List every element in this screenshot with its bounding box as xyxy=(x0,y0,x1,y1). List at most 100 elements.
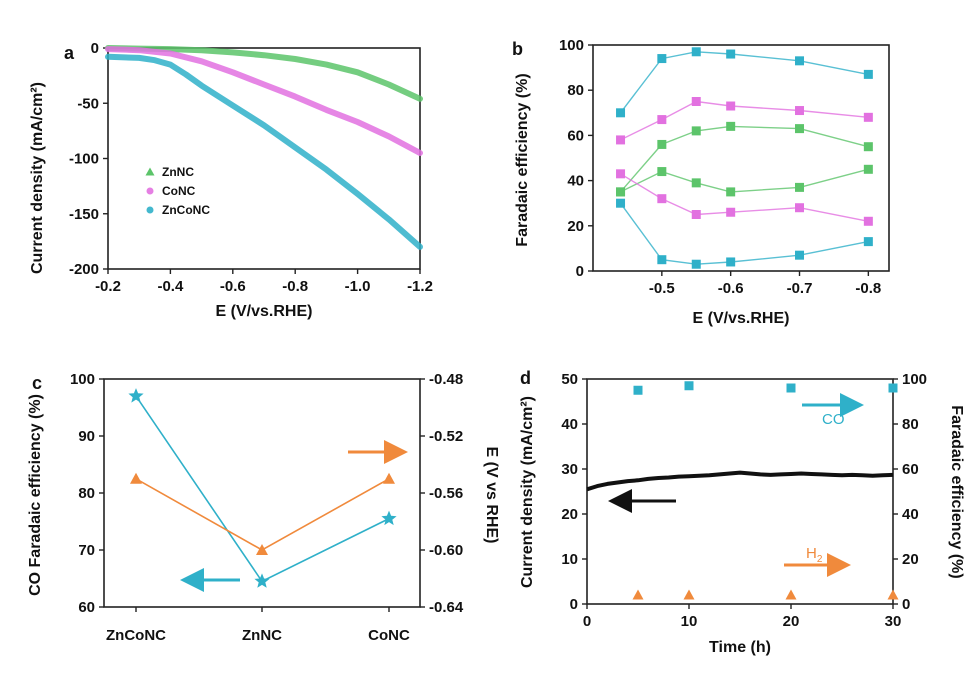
fe-point xyxy=(726,207,736,217)
panel-b-ytick-label: 20 xyxy=(567,218,584,235)
panel-c-ytick-label: -0.56 xyxy=(429,485,463,502)
panel-a-ytick-label: -50 xyxy=(77,95,99,112)
fe-point xyxy=(616,198,626,208)
fe-series-line-3 xyxy=(620,168,869,193)
panel-d-y2label: Faradaic efficiency (%) xyxy=(948,405,965,578)
panel-d-ytick-label: 30 xyxy=(561,461,578,478)
fe-point xyxy=(657,194,667,204)
fe-point xyxy=(726,121,736,131)
fe-square-marker xyxy=(786,383,796,393)
panel-label-c: c xyxy=(32,373,42,393)
panel-c-ylabel: CO Faradaic efficiency (%) xyxy=(27,394,44,596)
panel-d-xtick-label: 10 xyxy=(681,613,698,630)
legend-label-znnc: ZnNC xyxy=(162,165,194,179)
panel-a-xlabel: E (V/vs.RHE) xyxy=(216,303,313,320)
panel-d-frame xyxy=(586,378,894,605)
panel-a-ytick-label: -200 xyxy=(69,261,99,278)
fe-series-line-1 xyxy=(620,100,869,141)
panel-c-chart: ZnCoNC ZnNC CoNC 60 70 80 90 100 -0.48 -0.52 -0.… xyxy=(27,371,500,644)
panel-c-ytick-label: 100 xyxy=(70,371,95,388)
fe-point xyxy=(863,69,873,79)
fe-triangle-marker xyxy=(785,589,797,600)
panel-b-ytick-label: 40 xyxy=(567,173,584,190)
fe-point xyxy=(691,97,701,106)
panel-c-ytick-label: -0.64 xyxy=(429,599,464,616)
fe-point xyxy=(691,259,701,269)
panel-b-xlabel: E (V/vs.RHE) xyxy=(693,310,790,327)
panel-c-category-label: CoNC xyxy=(368,627,410,644)
fe-point xyxy=(726,49,736,59)
panel-c-star-marker xyxy=(128,388,144,403)
fe-point xyxy=(726,257,736,267)
legend-marker-znconc xyxy=(146,206,154,214)
panel-d-xtick-label: 30 xyxy=(885,613,902,630)
panel-c-ytick-label: 90 xyxy=(78,428,95,445)
panel-c-ytick-label: 80 xyxy=(78,485,95,502)
panel-a-xtick-label: -1.2 xyxy=(407,278,433,295)
panel-d-ytick-label: 20 xyxy=(902,551,919,568)
legend-label-znconc: ZnCoNC xyxy=(162,203,210,217)
series-line-conc xyxy=(105,46,423,156)
panel-b-ytick-label: 80 xyxy=(567,82,584,99)
panel-b-frame xyxy=(592,44,890,272)
series-line-znnc xyxy=(105,45,423,102)
panel-a-ylabel: Current density (mA/cm²) xyxy=(29,82,46,274)
fe-point xyxy=(691,126,701,136)
panel-b-ytick-label: 100 xyxy=(559,37,584,54)
panel-a-xtick-label: -0.2 xyxy=(95,278,121,295)
legend-marker-conc xyxy=(146,187,154,195)
fe-point xyxy=(616,108,626,118)
panel-d-ytick-label: 80 xyxy=(902,416,919,433)
panel-label-d: d xyxy=(520,368,531,388)
panel-label-a: a xyxy=(64,43,75,63)
fe-point xyxy=(863,112,873,122)
panel-d-xlabel: Time (h) xyxy=(709,639,771,656)
panel-b-xtick-label: -0.8 xyxy=(855,280,881,297)
fe-point xyxy=(657,255,667,265)
panel-b-ytick-label: 60 xyxy=(567,127,584,144)
panel-c-y2label: E (V vs RHE) xyxy=(483,447,500,544)
panel-c-ytick-label: 70 xyxy=(78,542,95,559)
fe-square-marker xyxy=(633,385,643,395)
panel-b-xtick-label: -0.5 xyxy=(649,280,675,297)
fe-point xyxy=(657,54,667,64)
panel-b-ytick-label: 0 xyxy=(576,263,584,280)
fe-point xyxy=(795,56,805,66)
panel-c-star-marker xyxy=(381,510,397,526)
panel-d-chart: 0 10 20 30 0 10 20 30 40 50 0 20 40 60 80 100 CO H2 T… xyxy=(519,371,965,656)
panel-d-ytick-label: 20 xyxy=(561,506,578,523)
panel-d-ytick-label: 50 xyxy=(561,371,578,388)
panel-d-h2-label: H2 xyxy=(806,545,823,565)
panel-a-ytick-label: -100 xyxy=(69,151,99,168)
fe-point xyxy=(657,115,667,125)
panel-c-triangle-marker xyxy=(383,472,395,484)
panel-c-category-label: ZnCoNC xyxy=(106,627,166,644)
fe-point xyxy=(616,187,626,197)
fe-point xyxy=(795,182,805,192)
panel-c-ytick-label: -0.60 xyxy=(429,542,463,559)
panel-d-ytick-label: 10 xyxy=(561,551,578,568)
panel-a-chart: -0.2 -0.4 -0.6 -0.8 -1.0 -1.2 0 -50 -100 -150 -20… xyxy=(29,40,433,320)
series-line-znconc xyxy=(105,53,423,250)
panel-b-ylabel: Faradaic efficiency (%) xyxy=(514,73,531,246)
panel-a-xtick-label: -0.4 xyxy=(157,278,184,295)
fe-point xyxy=(795,106,805,116)
panel-c-triangle-marker xyxy=(130,472,142,484)
fe-point xyxy=(795,250,805,260)
fe-square-marker xyxy=(684,381,694,391)
fe-point xyxy=(863,164,873,174)
fe-point xyxy=(657,139,667,149)
fe-series-line-0 xyxy=(619,51,869,114)
panel-d-ylabel: Current density (mA/cm²) xyxy=(519,396,536,588)
panel-a-xtick-label: -1.0 xyxy=(345,278,371,295)
panel-b-xtick-label: -0.7 xyxy=(787,280,813,297)
fe-point xyxy=(795,124,805,134)
panel-a-xtick-label: -0.6 xyxy=(220,278,246,295)
fe-series-line-4 xyxy=(620,173,869,222)
fe-series-line-2 xyxy=(619,125,869,193)
panel-c-star-marker xyxy=(254,573,270,588)
panel-c-ytick-label: -0.48 xyxy=(429,371,463,388)
panel-label-b: b xyxy=(512,39,523,59)
fe-point xyxy=(726,187,736,197)
